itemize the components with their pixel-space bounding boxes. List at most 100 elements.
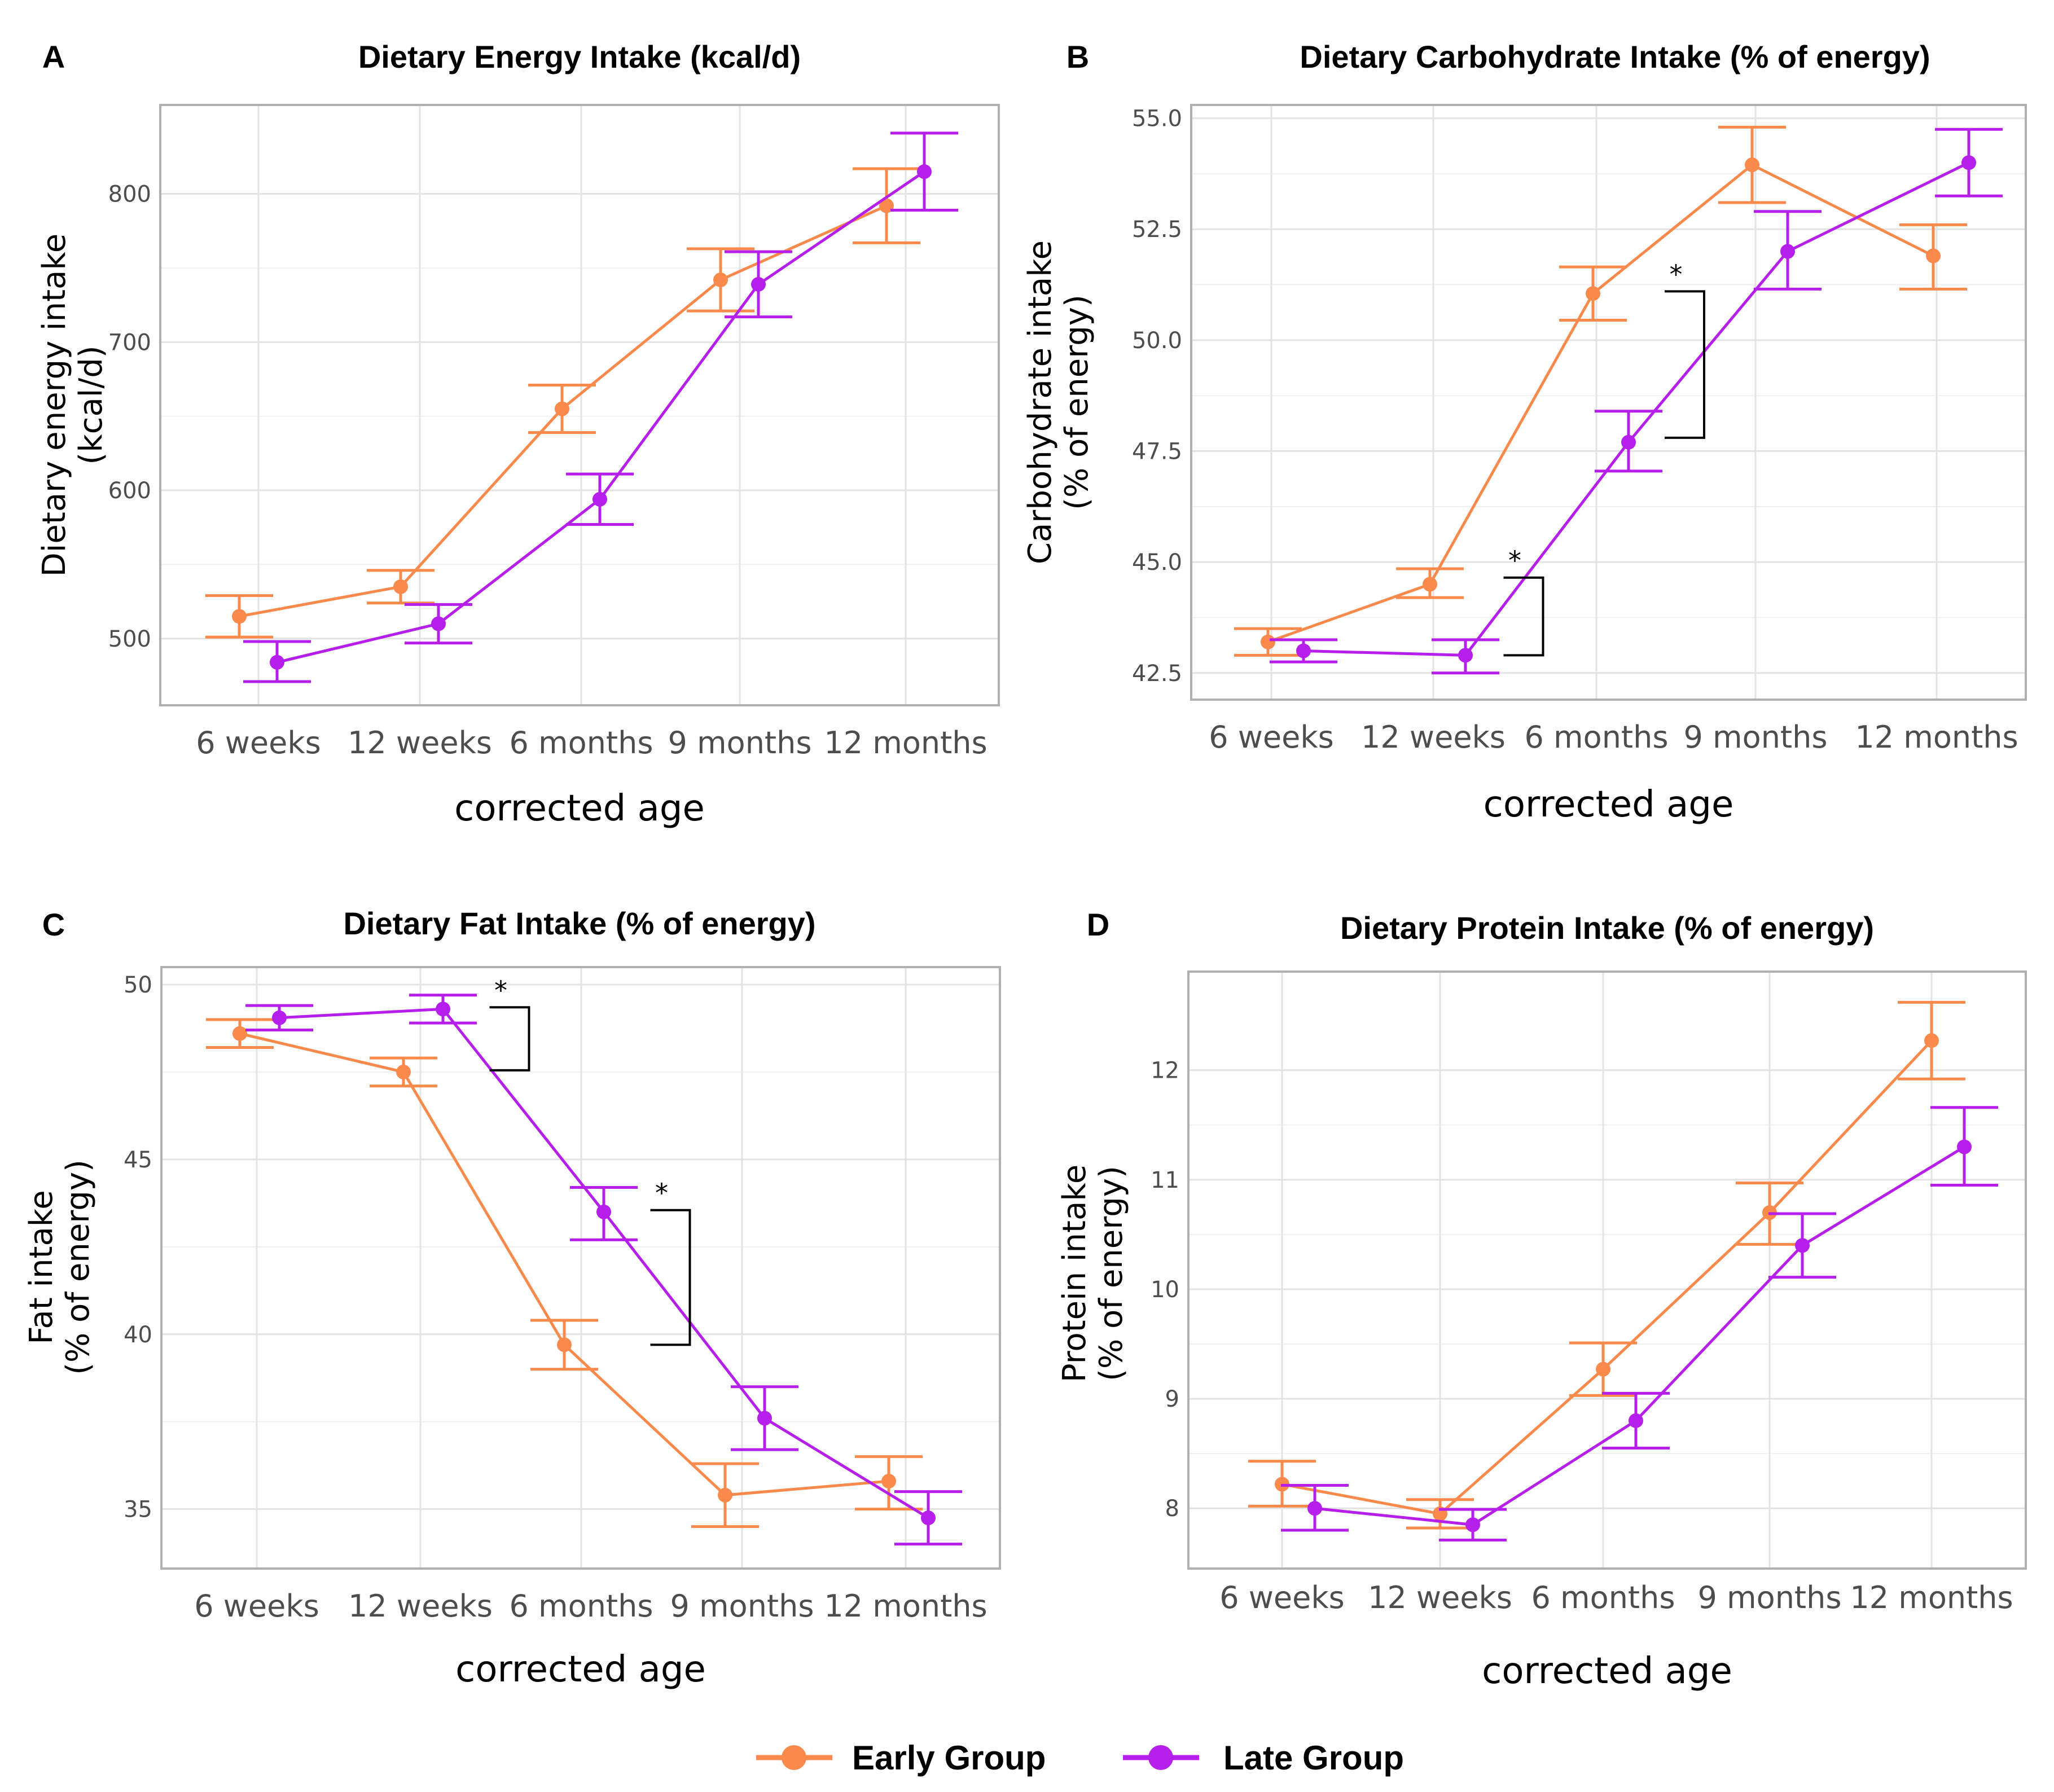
data-point: [757, 1411, 772, 1426]
y-axis-title: Dietary energy intake(kcal/d): [36, 234, 109, 577]
y-tick-label: 47.5: [1132, 439, 1182, 465]
significance-bracket: *: [650, 1178, 691, 1346]
x-tick-label: 6 weeks: [194, 1588, 319, 1624]
significance-bracket: *: [489, 975, 530, 1071]
y-tick-label: 55.0: [1132, 106, 1182, 132]
y-tick-label: 35: [124, 1497, 152, 1523]
series-late: [243, 131, 958, 683]
series-late: [245, 994, 962, 1546]
data-point: [713, 273, 728, 288]
x-tick-label: 6 months: [510, 725, 653, 761]
data-point: [396, 1064, 411, 1079]
series-late: [1270, 128, 2003, 675]
data-point: [1586, 286, 1600, 301]
x-tick-label: 6 months: [1525, 719, 1669, 755]
series-early: [1248, 1000, 1965, 1530]
data-point: [879, 198, 894, 213]
y-tick-label: 42.5: [1132, 661, 1182, 687]
x-tick-label: 12 weeks: [1368, 1580, 1512, 1615]
series-late: [1281, 1106, 1998, 1542]
gridlines: [160, 105, 999, 705]
plot-frame: [160, 966, 1001, 1570]
y-tick-label: 45.0: [1132, 550, 1182, 576]
y-axis-title-line: Carbohydrate intake: [1022, 240, 1059, 564]
data-point: [555, 401, 569, 416]
panel-title: Dietary Energy Intake (kcal/d): [358, 39, 801, 74]
panel-d: D Dietary Protein Intake (% of energy) 8 9 1…: [1056, 907, 2027, 1692]
x-tick-label: 6 months: [1531, 1580, 1675, 1615]
y-tick-label: 50: [124, 972, 152, 998]
x-axis-title: corrected age: [455, 1649, 706, 1690]
x-axis-title: corrected age: [1484, 784, 1734, 825]
data-point: [1961, 155, 1976, 170]
plot-frame: [1187, 970, 2027, 1570]
series-early: [1234, 125, 1967, 657]
data-point: [1780, 244, 1795, 259]
y-axis-title-line: (% of energy): [1093, 1166, 1130, 1381]
y-axis-title-line: Protein intake: [1056, 1165, 1093, 1382]
plot-frame: [159, 104, 1000, 706]
x-axis-title: corrected age: [454, 788, 705, 829]
significance-star: *: [494, 975, 507, 1005]
y-tick-label: 700: [108, 330, 151, 355]
panel-b: B Dietary Carbohydrate Intake (% of energ…: [1022, 39, 2027, 825]
significance-star: *: [655, 1178, 668, 1209]
bracket-line: [1503, 576, 1544, 657]
y-axis-title-line: (kcal/d): [73, 345, 109, 464]
panel-c: C Dietary Fat Intake (% of energy) 35 40 45 5…: [23, 906, 1001, 1690]
panel-title: Dietary Fat Intake (% of energy): [343, 906, 815, 941]
data-point: [232, 609, 247, 624]
y-tick-label: 500: [108, 626, 151, 652]
x-tick-label: 6 weeks: [196, 725, 321, 761]
y-axis-title: Carbohydrate intake(% of energy): [1022, 240, 1095, 564]
x-tick-label: 12 months: [824, 1588, 987, 1624]
data-point: [1296, 643, 1311, 658]
data-point: [431, 616, 446, 631]
plot-frame: [1190, 104, 2027, 701]
legend-swatch-dot: [782, 1745, 806, 1770]
legend-item-late: Late Group: [1123, 1739, 1404, 1777]
significance-bracket: *: [1665, 259, 1705, 439]
data-point: [1261, 634, 1275, 649]
x-tick-label: 9 months: [1684, 719, 1828, 755]
x-tick-label: 9 months: [1698, 1580, 1842, 1615]
data-point: [921, 1510, 936, 1526]
data-point: [270, 655, 284, 670]
x-tick-label: 12 weeks: [348, 1588, 493, 1624]
y-tick-label: 9: [1165, 1386, 1179, 1412]
y-axis-title-line: Fat intake: [23, 1190, 60, 1344]
x-tick-label: 9 months: [668, 725, 812, 761]
legend-item-early: Early Group: [756, 1739, 1046, 1777]
bracket-line: [1665, 290, 1705, 439]
data-point: [1458, 648, 1473, 663]
data-point: [1924, 1033, 1939, 1048]
panel-letter: D: [1087, 907, 1109, 942]
y-tick-label: 40: [124, 1322, 152, 1348]
y-tick-label: 45: [124, 1147, 152, 1173]
y-tick-label: 12: [1151, 1058, 1179, 1084]
panel-title: Dietary Protein Intake (% of energy): [1340, 910, 1874, 946]
significance-star: *: [1508, 546, 1521, 576]
y-tick-label: 800: [108, 182, 151, 208]
data-point: [1745, 157, 1759, 173]
data-point: [1629, 1413, 1643, 1428]
data-point: [1957, 1139, 1972, 1154]
y-tick-label: 10: [1151, 1277, 1179, 1303]
x-tick-label: 9 months: [670, 1588, 814, 1624]
data-point: [1926, 248, 1941, 263]
panel-a: A Dietary Energy Intake (kcal/d) 500 600 700…: [36, 39, 1000, 829]
bracket-line: [489, 1006, 530, 1071]
panel-letter: B: [1066, 39, 1089, 74]
x-tick-label: 6 weeks: [1219, 1580, 1345, 1615]
legend: Early Group Late Group: [756, 1739, 1404, 1777]
plot-background: [1188, 972, 2026, 1569]
panel-letter: A: [42, 39, 65, 74]
data-point: [881, 1474, 896, 1489]
y-axis-title-line: (% of energy): [60, 1159, 96, 1375]
plot-background: [160, 105, 999, 705]
y-tick-label: 8: [1165, 1496, 1179, 1522]
legend-label: Early Group: [852, 1739, 1046, 1777]
significance-star: *: [1670, 259, 1683, 289]
x-tick-label: 12 months: [824, 725, 987, 761]
gridlines: [1191, 105, 2026, 700]
